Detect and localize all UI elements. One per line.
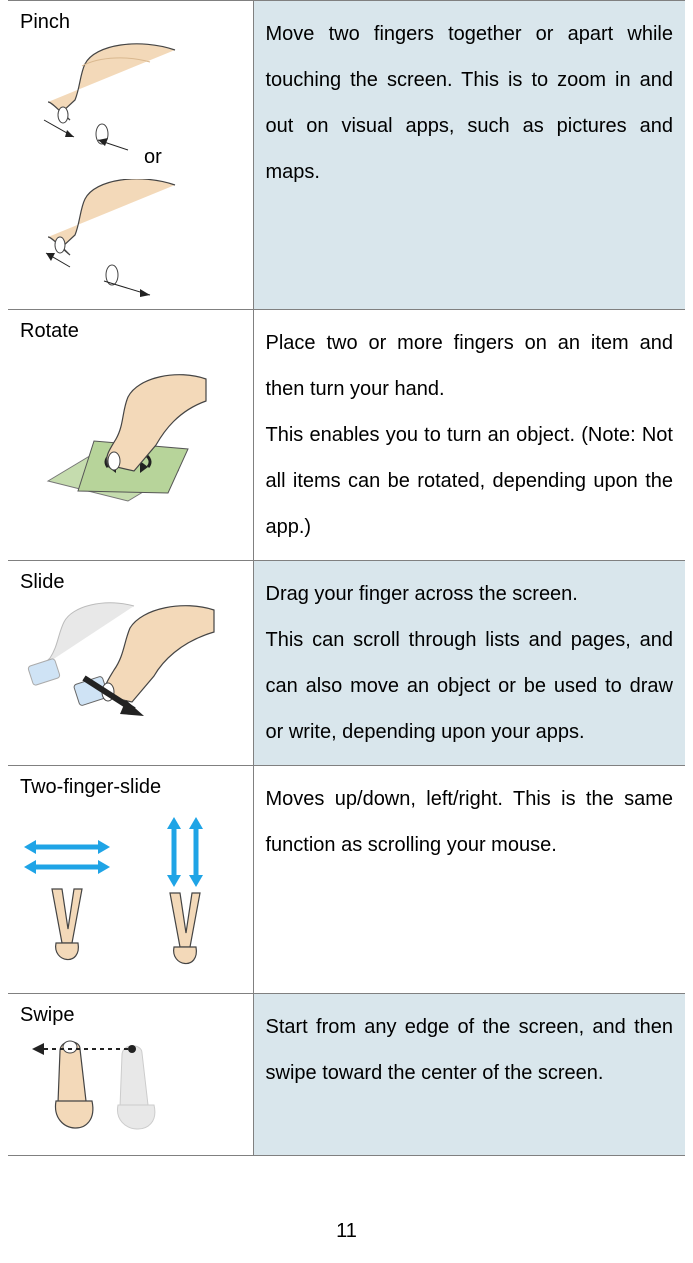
two-finger-horizontal-icon (22, 833, 112, 983)
two-finger-vertical-icon (142, 813, 232, 983)
slide-icon (24, 602, 224, 722)
gesture-description: Move two fingers together or apart while… (266, 11, 674, 195)
gesture-name-cell: Pinch or (8, 1, 253, 310)
table-row: Slide Drag your finger across the screen… (8, 561, 685, 766)
gesture-description: Start from any edge of the screen, and t… (266, 1004, 674, 1096)
gesture-title: Slide (20, 571, 241, 594)
gesture-title: Two-finger-slide (20, 776, 241, 799)
page-number: 11 (8, 1220, 685, 1263)
table-row: Swipe Start from any edge of the screen,… (8, 994, 685, 1156)
gesture-description: Place two or more fingers on an item and… (266, 320, 674, 550)
gesture-desc-cell: Move two fingers together or apart while… (253, 1, 685, 310)
gesture-description: Drag your finger across the screen. This… (266, 571, 674, 755)
gesture-desc-cell: Place two or more fingers on an item and… (253, 310, 685, 561)
two-finger-slide-illustration (22, 813, 241, 983)
gesture-name-cell: Swipe (8, 994, 253, 1156)
gesture-description: Moves up/down, left/right. This is the s… (266, 776, 674, 868)
gesture-title: Swipe (20, 1004, 241, 1027)
table-row: Rotate Place two or more fingers on an i… (8, 310, 685, 561)
gesture-name-cell: Rotate (8, 310, 253, 561)
gesture-table: Pinch or (8, 0, 685, 1156)
gesture-name-cell: Two-finger-slide (8, 766, 253, 994)
gesture-desc-cell: Start from any edge of the screen, and t… (253, 994, 685, 1156)
swipe-icon (22, 1035, 212, 1145)
pinch-illustration: or (20, 42, 241, 299)
document-page: Pinch or (0, 0, 693, 1263)
gesture-name-cell: Slide (8, 561, 253, 766)
rotate-icon (38, 371, 218, 511)
gesture-title: Pinch (20, 11, 241, 34)
gesture-desc-cell: Moves up/down, left/right. This is the s… (253, 766, 685, 994)
or-label: or (144, 146, 162, 169)
pinch-out-icon (40, 179, 180, 299)
gesture-desc-cell: Drag your finger across the screen. This… (253, 561, 685, 766)
pinch-in-icon (40, 42, 180, 152)
table-row: Two-finger-slide (8, 766, 685, 994)
table-row: Pinch or (8, 1, 685, 310)
gesture-title: Rotate (20, 320, 241, 343)
